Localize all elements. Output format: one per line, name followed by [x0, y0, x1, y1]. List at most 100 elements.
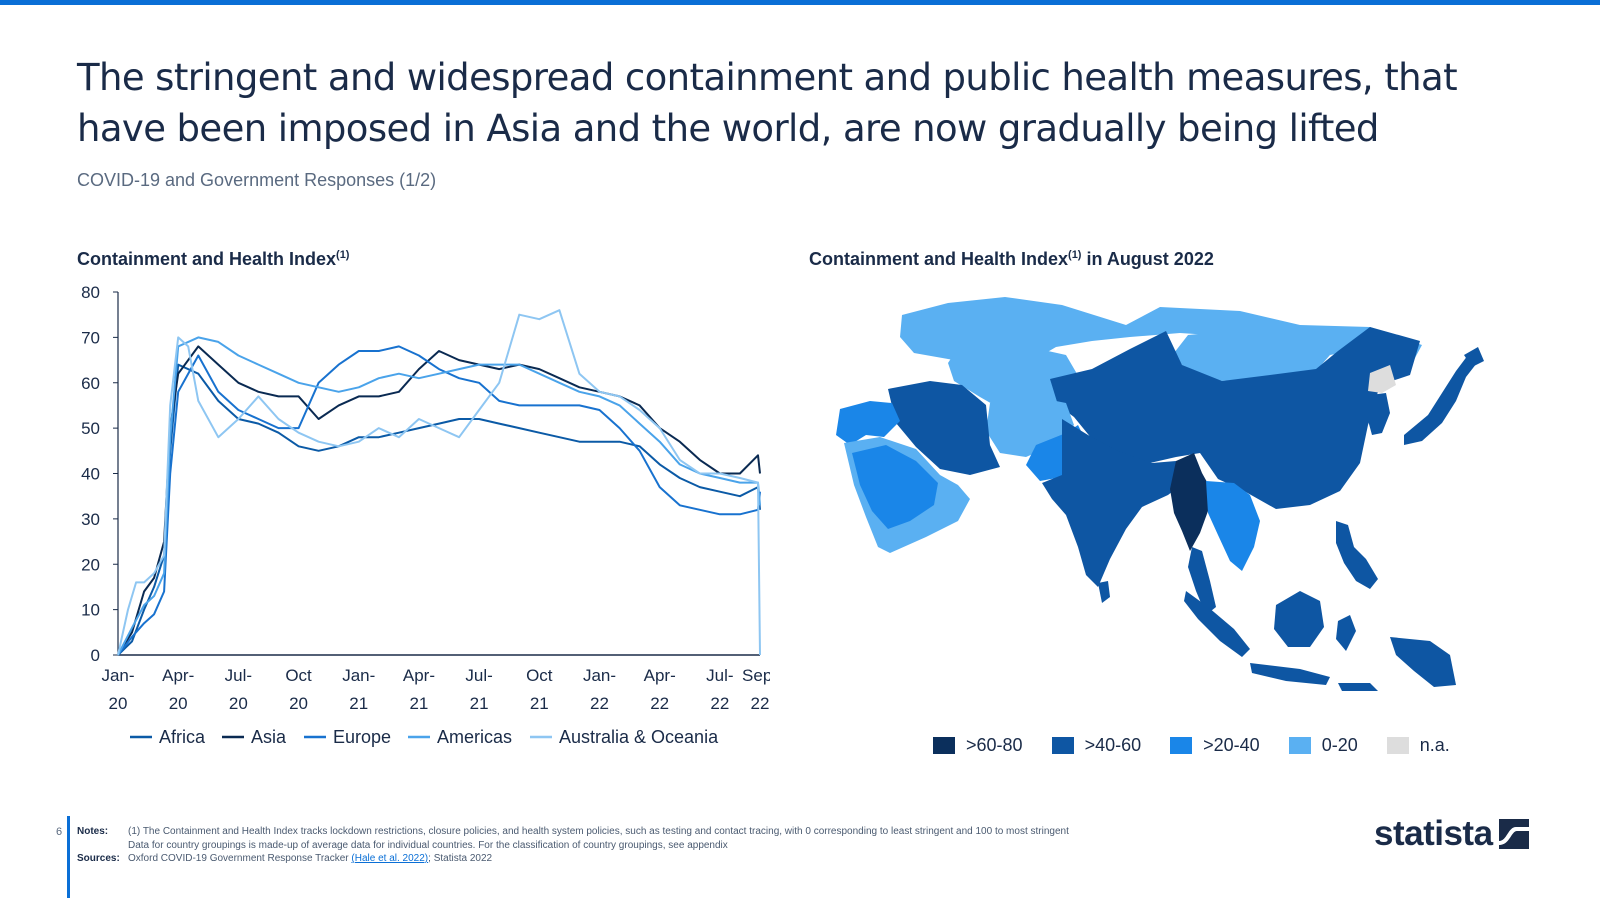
asia-choropleth-map [836, 297, 1484, 691]
x-tick-label: Jul- [706, 666, 733, 685]
line-chart-legend: Africa Asia Europe Americas Australia & Ocea… [130, 727, 719, 747]
map-region-china [1050, 327, 1420, 509]
map-region-japan [1404, 355, 1480, 445]
map-title-suffix: in August 2022 [1081, 249, 1214, 269]
line-chart-axes: 0 10 20 30 40 50 60 70 80 Jan- 20 Apr- 20 Jul- 20 Oct 20… [81, 285, 770, 713]
map-legend-item: >40-60 [1051, 735, 1142, 756]
map-region-sumatra [1184, 591, 1250, 657]
map-region-indochina [1206, 481, 1260, 571]
map-region-north-korea [1368, 365, 1396, 393]
legend-label: Americas [437, 727, 512, 747]
y-tick-label: 70 [81, 328, 100, 347]
y-tick-label: 20 [81, 555, 100, 574]
map-title-text: Containment and Health Index [809, 249, 1069, 269]
map-region-turkey-levant [836, 401, 900, 445]
x-tick-label: Sep- [742, 666, 770, 685]
top-accent-bar [0, 0, 1600, 5]
map-legend-item: >20-40 [1170, 735, 1260, 756]
legend-swatch [933, 737, 955, 754]
x-tick-label: Jan- [342, 666, 375, 685]
map-region-java [1250, 663, 1330, 685]
legend-label: Asia [251, 727, 287, 747]
map-region-central-asia [948, 345, 1080, 415]
note-line-1: (1) The Containment and Health Index tra… [128, 826, 1069, 837]
series-line-europe [117, 345, 761, 656]
x-tick-label: 21 [530, 694, 549, 713]
map-legend-item: 0-20 [1288, 735, 1358, 756]
map-region-borneo [1274, 591, 1324, 647]
legend-swatch [1288, 737, 1311, 754]
series-line-asia [117, 345, 761, 656]
x-tick-label: 22 [751, 694, 770, 713]
series-line-australia-oceania [117, 309, 761, 656]
sources-suffix: ; Statista 2022 [428, 853, 493, 864]
line-chart-series [117, 309, 761, 656]
x-tick-label: Jan- [583, 666, 616, 685]
x-tick-label: 22 [590, 694, 609, 713]
map-region-myanmar [1170, 453, 1212, 551]
footer-accent-rule [67, 816, 70, 898]
legend-label: >60-80 [966, 735, 1023, 755]
series-line-africa [117, 363, 761, 656]
map-region-papua [1390, 637, 1456, 687]
map-legend: >60-80 >40-60 >20-40 0-20 n.a. [933, 735, 1479, 756]
x-tick-label: 21 [349, 694, 368, 713]
x-tick-label: Oct [526, 666, 553, 685]
page-headline: The stringent and widespread containment… [77, 56, 1458, 150]
map-title: Containment and Health Index(1) in Augus… [809, 249, 1214, 270]
x-tick-label: 21 [470, 694, 489, 713]
x-tick-label: 20 [169, 694, 188, 713]
map-region-sri-lanka [1098, 581, 1110, 603]
x-tick-label: Jul- [225, 666, 252, 685]
sources-link[interactable]: (Hale et al. 2022) [351, 853, 429, 864]
line-chart: 0 10 20 30 40 50 60 70 80 Jan- 20 Apr- 20 Jul- 20 Oct 20… [81, 285, 770, 747]
legend-label: Australia & Oceania [559, 727, 719, 747]
x-tick-label: 22 [650, 694, 669, 713]
y-tick-label: 0 [91, 646, 100, 665]
notes-label: Notes: [77, 826, 109, 837]
map-region-mongolia [1174, 329, 1330, 381]
map-region-timor-islands [1338, 683, 1378, 691]
map-region-sulawesi [1336, 615, 1356, 651]
y-tick-label: 50 [81, 419, 100, 438]
y-tick-label: 10 [81, 601, 100, 620]
legend-swatch [1170, 737, 1193, 754]
y-tick-label: 60 [81, 374, 100, 393]
map-region-iran [888, 381, 1000, 475]
legend-label: >40-60 [1084, 735, 1142, 755]
page-subtitle: COVID-19 and Government Responses (1/2) [77, 170, 437, 190]
series-line-americas [117, 336, 761, 656]
x-tick-label: 21 [409, 694, 428, 713]
legend-label: n.a. [1419, 735, 1450, 755]
map-legend-item: n.a. [1386, 735, 1450, 756]
sources-label: Sources: [77, 853, 120, 864]
line-chart-title-footnote: (1) [336, 249, 350, 261]
legend-label: Europe [333, 727, 391, 747]
x-tick-label: 20 [109, 694, 128, 713]
statista-logo[interactable]: statista [1374, 814, 1529, 854]
map-region-india [1042, 419, 1186, 587]
y-tick-label: 40 [81, 465, 100, 484]
legend-label: 0-20 [1321, 735, 1358, 755]
x-tick-label: Apr- [162, 666, 194, 685]
map-title-footnote: (1) [1068, 249, 1082, 261]
x-tick-label: 20 [229, 694, 248, 713]
map-region-philippines [1336, 521, 1378, 589]
legend-swatch [1051, 737, 1074, 754]
statista-logo-mark-icon [1498, 819, 1529, 849]
map-legend-item: >60-80 [933, 735, 1023, 756]
map-region-korea [1366, 393, 1390, 435]
y-tick-label: 30 [81, 510, 100, 529]
sources-prefix: Oxford COVID-19 Government Response Trac… [128, 853, 352, 864]
x-tick-label: Jan- [101, 666, 134, 685]
note-line-2: Data for country groupings is made-up of… [128, 840, 728, 851]
x-tick-label: Oct [285, 666, 312, 685]
brand-name: statista [1374, 814, 1493, 853]
legend-label: >20-40 [1203, 735, 1260, 755]
footer: 6 Notes: (1) The Containment and Health … [0, 814, 1600, 900]
legend-label: Africa [159, 727, 206, 747]
map-region-malay-peninsula [1188, 547, 1216, 615]
map-region-hokkaido [1464, 347, 1484, 367]
y-tick-label: 80 [81, 285, 100, 302]
x-tick-label: 20 [289, 694, 308, 713]
